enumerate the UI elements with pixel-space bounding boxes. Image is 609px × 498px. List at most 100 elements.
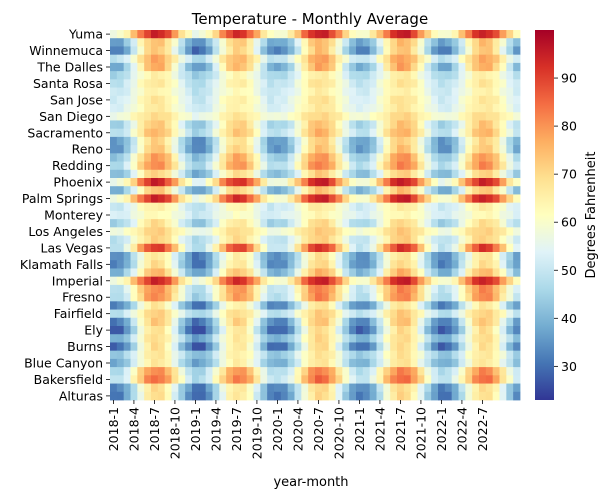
heatmap-cell	[192, 334, 200, 343]
heatmap-cell	[212, 128, 220, 138]
heatmap-cell	[328, 136, 336, 146]
heatmap-cell	[403, 260, 412, 269]
heatmap-cell	[198, 30, 207, 39]
heatmap-cell	[444, 95, 453, 105]
heatmap-cell	[130, 268, 138, 278]
heatmap-cell	[301, 38, 309, 47]
heatmap-cell	[151, 260, 159, 269]
heatmap-cell	[246, 128, 254, 138]
heatmap-cell	[253, 178, 261, 187]
heatmap-cell	[506, 87, 514, 97]
heatmap-cell	[212, 235, 220, 245]
heatmap-cell	[390, 260, 398, 269]
heatmap-cell	[321, 243, 330, 253]
heatmap-cell	[376, 161, 384, 171]
heatmap-cell	[492, 276, 500, 286]
heatmap-cell	[485, 334, 494, 343]
heatmap-cell	[144, 161, 152, 171]
heatmap-cell	[506, 161, 514, 171]
heatmap-cell	[137, 334, 145, 343]
heatmap-cell	[267, 358, 275, 368]
heatmap-cell	[424, 235, 432, 245]
heatmap-cell	[233, 194, 241, 204]
heatmap-cell	[123, 202, 131, 212]
heatmap-cell	[212, 342, 220, 352]
heatmap-cell	[492, 334, 500, 343]
heatmap-cell	[390, 178, 398, 187]
heatmap-cell	[267, 202, 275, 212]
heatmap-cell	[315, 358, 323, 368]
heatmap-cell	[116, 243, 125, 253]
heatmap-cell	[116, 202, 125, 212]
heatmap-cell	[479, 293, 487, 302]
heatmap-cell	[390, 71, 398, 80]
heatmap-cell	[294, 30, 302, 39]
heatmap-cell	[506, 30, 514, 39]
heatmap-cell	[226, 317, 234, 327]
heatmap-cell	[328, 326, 336, 335]
heatmap-cell	[164, 95, 172, 105]
heatmap-cell	[397, 358, 405, 368]
heatmap-cell	[164, 293, 172, 302]
heatmap-cell	[403, 219, 412, 228]
heatmap-cell	[431, 186, 439, 195]
heatmap-cell	[116, 284, 125, 294]
heatmap-cell	[233, 342, 241, 352]
heatmap-cell	[492, 136, 500, 146]
heatmap-cell	[171, 62, 179, 72]
heatmap-cell	[308, 260, 316, 269]
heatmap-cell	[198, 342, 207, 352]
heatmap-cell	[274, 202, 282, 212]
heatmap-cell	[458, 342, 466, 352]
heatmap-cell	[178, 260, 186, 269]
heatmap-cell	[383, 95, 391, 105]
heatmap-cell	[397, 95, 405, 105]
heatmap-cell	[151, 391, 159, 401]
heatmap-cell	[479, 342, 487, 352]
heatmap-cell	[356, 268, 364, 278]
heatmap-cell	[458, 260, 466, 269]
heatmap-cell	[226, 293, 234, 302]
heatmap-cell	[260, 95, 268, 105]
heatmap-cell	[369, 202, 377, 212]
heatmap-cell	[205, 309, 213, 319]
heatmap-cell	[226, 62, 234, 72]
heatmap-cell	[246, 334, 254, 343]
heatmap-cell	[479, 268, 487, 278]
heatmap-cell	[390, 219, 398, 228]
heatmap-cell	[233, 120, 241, 130]
heatmap-cell	[356, 161, 364, 171]
heatmap-cell	[492, 62, 500, 72]
heatmap-cell	[485, 87, 494, 97]
heatmap-cell	[287, 375, 295, 384]
heatmap-cell	[335, 260, 343, 269]
heatmap-cell	[451, 367, 459, 376]
heatmap-cell	[335, 104, 343, 113]
heatmap-cell	[185, 128, 193, 138]
heatmap-cell	[376, 268, 384, 278]
heatmap-cell	[410, 350, 418, 360]
heatmap-cell	[403, 235, 412, 245]
heatmap-cell	[294, 145, 302, 154]
heatmap-cell	[164, 38, 172, 47]
heatmap-cell	[356, 79, 364, 88]
heatmap-cell	[205, 260, 213, 269]
heatmap-cell	[356, 95, 364, 105]
heatmap-cell	[144, 375, 152, 384]
heatmap-cell	[123, 178, 131, 187]
heatmap-cell	[151, 309, 159, 319]
heatmap-cell	[431, 46, 439, 56]
heatmap-cell	[383, 169, 391, 179]
heatmap-cell	[116, 153, 125, 162]
heatmap-cell	[403, 30, 412, 39]
x-tick-label: 2021-10	[413, 407, 428, 459]
heatmap-cell	[157, 30, 166, 39]
heatmap-cell	[260, 260, 268, 269]
heatmap-cell	[233, 350, 241, 360]
heatmap-cell	[342, 268, 350, 278]
heatmap-cell	[198, 46, 207, 56]
heatmap-cell	[280, 71, 289, 80]
heatmap-cell	[116, 317, 125, 327]
heatmap-cell	[110, 128, 118, 138]
